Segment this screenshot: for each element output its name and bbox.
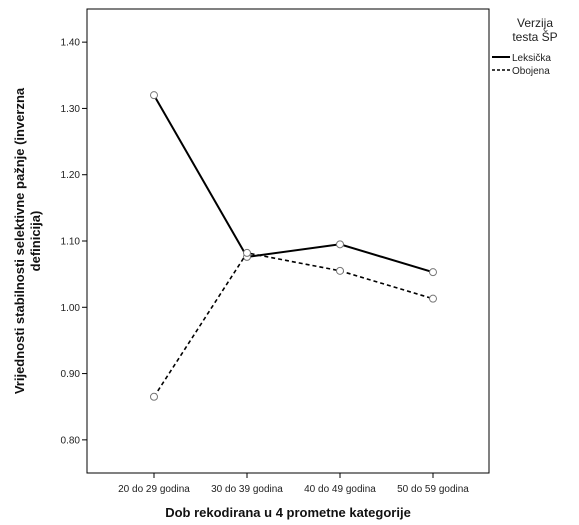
y-tick-label: 0.90 — [61, 369, 81, 380]
x-axis-title: Dob rekodirana u 4 prometne kategorije — [165, 505, 411, 520]
y-tick-label: 0.80 — [61, 435, 81, 446]
x-tick-label: 40 do 49 godina — [304, 484, 376, 495]
legend-label-obojena: Obojena — [512, 66, 550, 77]
plot-area — [86, 8, 490, 474]
y-tick-label: 1.10 — [61, 237, 81, 248]
x-tick-label: 50 do 59 godina — [397, 484, 469, 495]
series-line-obojena — [153, 252, 434, 398]
y-axis-title: Vrijednosti stabilnosti selektivne pažnj… — [12, 87, 43, 394]
series-line-leksicka — [153, 94, 434, 274]
y-tick-label: 1.00 — [61, 303, 81, 314]
y-tick-label: 1.40 — [61, 38, 81, 49]
y-tick-label: 1.20 — [61, 170, 81, 181]
data-point-obojena — [429, 294, 437, 303]
y-axis-title-line1: Vrijednosti stabilnosti selektivne pažnj… — [12, 87, 27, 394]
data-point-obojena — [243, 248, 251, 257]
x-axis: 20 do 29 godina 30 do 39 godina 40 do 49 g… — [118, 473, 469, 495]
y-tick-label: 1.30 — [61, 104, 81, 115]
series-group — [150, 91, 437, 401]
x-tick-label: 20 do 29 godina — [118, 484, 190, 495]
data-point-obojena — [150, 392, 158, 401]
data-point-leksicka — [429, 268, 437, 277]
legend: Verzija testa ŠP Leksička Obojena — [492, 16, 558, 77]
x-tick-label: 30 do 39 godina — [211, 484, 283, 495]
y-axis-title-line2: definicija) — [28, 211, 43, 272]
legend-title-line1: Verzija — [517, 16, 553, 30]
y-axis: 0.80 0.90 1.00 1.10 1.20 1.30 1.40 — [61, 38, 87, 446]
data-point-leksicka — [150, 91, 158, 100]
data-point-leksicka — [336, 240, 344, 249]
legend-label-leksicka: Leksička — [512, 53, 551, 64]
legend-title-line2: testa ŠP — [512, 29, 557, 44]
data-point-obojena — [336, 266, 344, 275]
